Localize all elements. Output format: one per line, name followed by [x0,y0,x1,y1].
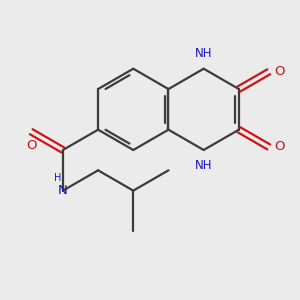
Text: N: N [58,184,68,197]
Text: H: H [54,173,62,183]
Text: O: O [274,65,285,78]
Text: O: O [274,140,285,154]
Text: NH: NH [195,159,212,172]
Text: NH: NH [195,47,212,60]
Text: O: O [26,139,37,152]
